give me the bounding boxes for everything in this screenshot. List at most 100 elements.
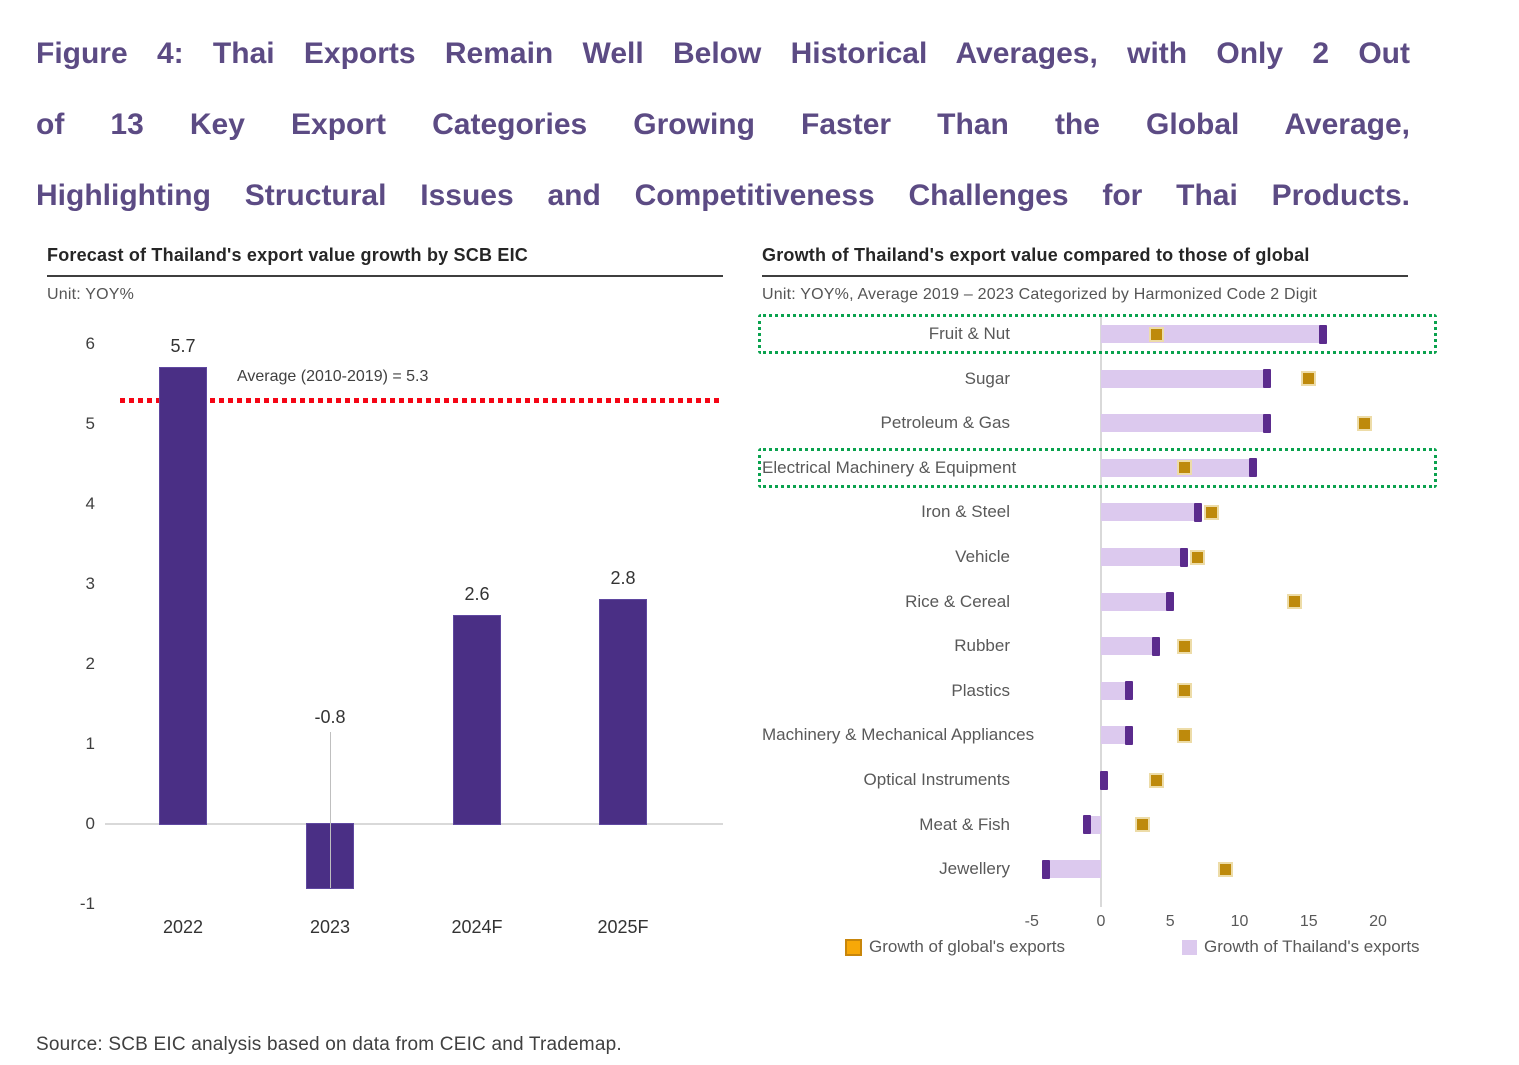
x-tick-label: 5 bbox=[1165, 913, 1175, 930]
thailand-export-bar bbox=[1101, 548, 1185, 566]
thailand-bar-cap bbox=[1166, 592, 1175, 612]
global-exports-legend-swatch bbox=[845, 938, 862, 956]
y-tick-label: -1 bbox=[79, 894, 95, 913]
zero-axis-line bbox=[1100, 315, 1102, 907]
global-export-marker bbox=[1148, 772, 1164, 788]
highlight-box bbox=[758, 447, 1437, 488]
figure-title: Figure 4: Thai Exports Remain Well Below… bbox=[36, 18, 1410, 231]
y-tick-label: 3 bbox=[85, 574, 95, 593]
value-label: 2.8 bbox=[610, 568, 636, 588]
value-label: 2.6 bbox=[464, 584, 490, 604]
x-tick-label: 15 bbox=[1299, 913, 1318, 930]
forecast-chart-plot: 6 5 4 3 2 1 0 -1 Average (2010-2019) = 5.3 5.7 202… bbox=[47, 309, 723, 969]
global-exports-legend-label: Growth of global's exports bbox=[869, 937, 1066, 956]
global-export-marker bbox=[1135, 817, 1151, 833]
value-label-leader-line bbox=[330, 732, 331, 888]
thailand-bar-cap bbox=[1152, 636, 1161, 656]
thailand-export-bar bbox=[1101, 458, 1254, 477]
comparison-chart-panel: Growth of Thailand's export value compar… bbox=[758, 245, 1442, 956]
category-label: Optical Instruments bbox=[863, 770, 1010, 789]
category-label: 2024F bbox=[451, 917, 503, 937]
global-export-marker bbox=[1176, 683, 1192, 699]
category-label: Jewellery bbox=[939, 859, 1010, 879]
category-label: Rice & Cereal bbox=[905, 591, 1010, 611]
forecast-bar-2025F bbox=[599, 599, 647, 825]
thailand-bar-cap bbox=[1041, 859, 1050, 879]
thailand-exports-legend-swatch bbox=[1182, 939, 1198, 955]
value-label: -0.8 bbox=[314, 707, 346, 727]
forecast-chart-panel: Forecast of Thailand's export value grow… bbox=[47, 245, 723, 937]
x-tick-label: 10 bbox=[1230, 913, 1249, 930]
category-label: 2023 bbox=[309, 917, 351, 937]
y-tick-label: 2 bbox=[85, 654, 95, 673]
thailand-export-bar bbox=[1101, 681, 1129, 700]
thailand-exports-legend-label: Growth of Thailand's exports bbox=[1204, 937, 1420, 956]
highlight-box bbox=[758, 314, 1437, 354]
global-export-marker bbox=[1287, 594, 1303, 610]
forecast-bar-2022 bbox=[159, 367, 207, 825]
y-tick-label: 6 bbox=[85, 334, 95, 353]
category-label: Petroleum & Gas bbox=[880, 413, 1010, 433]
forecast-bar-2024F bbox=[453, 615, 501, 825]
y-tick-label: 5 bbox=[85, 414, 95, 433]
global-export-marker bbox=[1176, 638, 1192, 654]
category-label: Fruit & Nut bbox=[928, 324, 1010, 343]
value-label: 5.7 bbox=[170, 336, 196, 356]
category-label: Machinery & Mechanical Appliances bbox=[762, 725, 1035, 745]
thailand-export-bar bbox=[1101, 325, 1323, 343]
category-label: Iron & Steel bbox=[921, 502, 1010, 522]
global-export-marker bbox=[1356, 415, 1372, 431]
x-axis-baseline bbox=[105, 823, 723, 825]
y-tick-label: 1 bbox=[85, 734, 95, 753]
figure-title-line-1: Figure 4: Thai Exports Remain Well Below… bbox=[36, 37, 1410, 70]
global-export-marker bbox=[1218, 861, 1234, 877]
thailand-bar-cap bbox=[1193, 502, 1202, 522]
comparison-chart-title: Growth of Thailand's export value compar… bbox=[762, 245, 1408, 277]
thailand-bar-cap bbox=[1318, 324, 1327, 344]
thailand-bar-cap bbox=[1124, 725, 1133, 745]
category-label: Vehicle bbox=[955, 547, 1010, 566]
global-export-marker bbox=[1176, 460, 1192, 476]
figure-title-line-3: Highlighting Structural Issues and Compe… bbox=[36, 179, 1410, 212]
thailand-bar-cap bbox=[1180, 547, 1189, 567]
source-note: Source: SCB EIC analysis based on data f… bbox=[36, 1034, 622, 1055]
global-export-marker bbox=[1204, 504, 1220, 520]
thailand-bar-cap bbox=[1099, 770, 1108, 790]
chart-legend: Growth of global's exports Growth of Tha… bbox=[845, 937, 1420, 957]
forecast-chart-title: Forecast of Thailand's export value grow… bbox=[47, 245, 723, 277]
thailand-export-bar bbox=[1045, 860, 1101, 879]
category-label: 2025F bbox=[597, 917, 649, 937]
forecast-chart-unit-label: Unit: YOY% bbox=[47, 286, 135, 303]
thailand-export-bar bbox=[1101, 369, 1268, 388]
x-tick-label: 0 bbox=[1096, 913, 1106, 930]
category-label: Meat & Fish bbox=[919, 814, 1010, 834]
thailand-export-bar bbox=[1101, 637, 1157, 656]
average-reference-label: Average (2010-2019) = 5.3 bbox=[237, 368, 429, 385]
thailand-bar-cap bbox=[1124, 681, 1133, 701]
thailand-export-bar bbox=[1101, 592, 1171, 611]
thailand-bar-cap bbox=[1083, 815, 1092, 835]
thailand-export-bar bbox=[1101, 726, 1129, 745]
category-label: Sugar bbox=[964, 368, 1010, 388]
global-export-marker bbox=[1176, 727, 1192, 743]
thailand-bar-cap bbox=[1263, 369, 1272, 389]
average-reference-line bbox=[120, 398, 723, 403]
x-tick-label: -5 bbox=[1024, 913, 1039, 930]
category-label: Rubber bbox=[954, 636, 1010, 656]
thailand-bar-cap bbox=[1263, 413, 1272, 433]
thailand-bar-cap bbox=[1249, 458, 1258, 478]
y-tick-label: 4 bbox=[85, 494, 95, 513]
global-export-marker bbox=[1190, 549, 1206, 565]
thailand-export-bar bbox=[1101, 503, 1198, 522]
global-export-marker bbox=[1301, 371, 1317, 387]
global-export-marker bbox=[1148, 326, 1164, 342]
figure-title-line-2: of 13 Key Export Categories Growing Fast… bbox=[36, 108, 1410, 141]
y-tick-label: 0 bbox=[85, 814, 95, 833]
category-label: Electrical Machinery & Equipment bbox=[762, 457, 1017, 477]
category-label: Plastics bbox=[951, 680, 1010, 700]
category-label: 2022 bbox=[162, 917, 204, 937]
comparison-chart-unit-label: Unit: YOY%, Average 2019 – 2023 Categori… bbox=[762, 286, 1318, 303]
thailand-export-bar bbox=[1101, 414, 1268, 433]
x-tick-label: 20 bbox=[1369, 913, 1387, 930]
comparison-chart-plot: Growth of global's exports Growth of Tha… bbox=[758, 309, 1442, 989]
